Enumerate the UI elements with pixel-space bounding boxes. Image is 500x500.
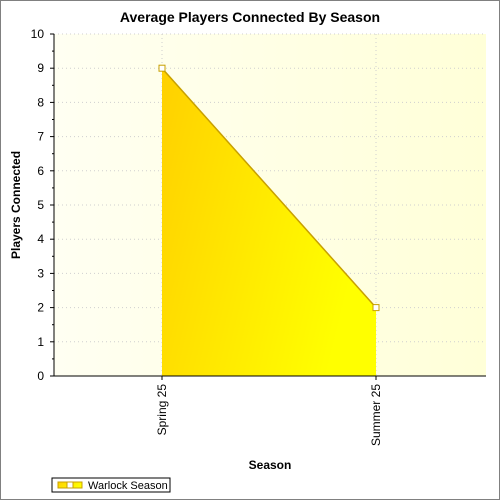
x-axis-title: Season bbox=[249, 458, 292, 472]
y-tick-label: 3 bbox=[37, 266, 44, 280]
y-tick-label: 2 bbox=[37, 301, 44, 315]
legend-marker bbox=[66, 481, 74, 489]
data-point bbox=[158, 64, 166, 72]
y-axis-title: Players Connected bbox=[9, 151, 23, 259]
y-tick-label: 0 bbox=[37, 369, 44, 383]
chart-title: Average Players Connected By Season bbox=[120, 9, 380, 25]
y-tick-label: 6 bbox=[37, 164, 44, 178]
x-tick-label: Spring 25 bbox=[155, 384, 169, 436]
y-tick-label: 7 bbox=[37, 130, 44, 144]
data-point bbox=[372, 304, 380, 312]
area-fill bbox=[162, 68, 376, 376]
y-axis: 0 1 2 3 4 5 6 7 8 9 10 bbox=[31, 27, 55, 383]
series-area bbox=[158, 64, 380, 376]
y-tick-label: 5 bbox=[37, 198, 44, 212]
y-tick-label: 4 bbox=[37, 232, 44, 246]
legend: Warlock Season bbox=[51, 477, 171, 493]
series-line bbox=[161, 67, 377, 309]
y-tick-label: 8 bbox=[37, 95, 44, 109]
legend-label: Warlock Season bbox=[88, 480, 168, 492]
y-tick-label: 1 bbox=[37, 335, 44, 349]
y-tick-label: 10 bbox=[31, 27, 45, 41]
y-tick-label: 9 bbox=[37, 61, 44, 75]
x-tick-label: Summer 25 bbox=[369, 384, 383, 446]
x-axis: Spring 25 Summer 25 bbox=[54, 375, 486, 446]
